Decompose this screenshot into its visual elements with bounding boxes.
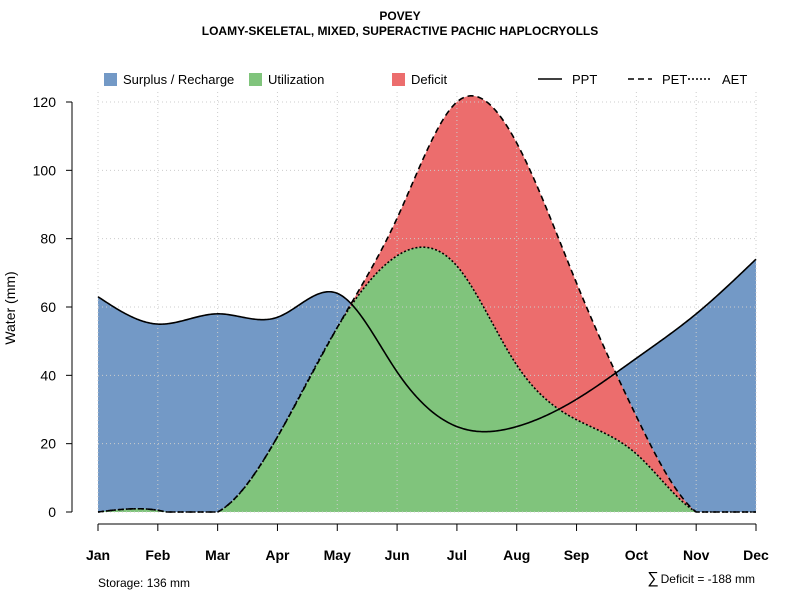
surplus-area [98,95,756,512]
x-tick-label: Feb [145,547,170,563]
legend-label: PPT [572,72,597,87]
deficit-area [98,95,756,512]
x-tick-label: Jul [447,547,467,563]
deficit-annotation-text: Deficit = -188 mm [660,572,755,586]
x-tick-label: Mar [205,547,230,563]
y-tick-label: 80 [40,231,56,247]
legend-swatch [249,73,262,86]
legend-label: Deficit [411,72,448,87]
legend: Surplus / Recharge Utilization Deficit PPT P… [104,72,747,87]
x-tick-label: Oct [625,547,649,563]
x-tick-label: Dec [743,547,769,563]
chart-subtitle: LOAMY-SKELETAL, MIXED, SUPERACTIVE PACHI… [201,24,599,38]
x-tick-label: Nov [683,547,710,563]
legend-label: Surplus / Recharge [123,72,234,87]
line-layer [97,95,757,513]
x-tick-label: Apr [265,547,290,563]
legend-swatch [104,73,117,86]
utilization-area [98,247,756,512]
y-tick-label: 60 [40,299,56,315]
area-layer [98,95,756,512]
legend-swatch [392,73,405,86]
x-tick-label: May [324,547,351,563]
y-tick-label: 120 [33,94,57,110]
series-line-aet [97,246,756,513]
legend-label: Utilization [268,72,324,87]
x-tick-label: Jan [86,547,110,563]
axes-layer: 0 20 40 60 80 100 120 Jan Feb Mar Apr May Jun Jul Aug S… [2,94,769,563]
chart-title: POVEY [379,9,421,23]
x-tick-label: Sep [564,547,590,563]
x-tick-label: Jun [385,547,410,563]
sum-icon: ∑ [647,570,659,587]
deficit-annotation: ∑ Deficit = -188 mm [647,570,755,588]
grid-layer [97,92,757,513]
y-tick-label: 20 [40,436,56,452]
legend-label: PET [662,72,687,87]
series-line-ppt [97,258,757,433]
storage-annotation: Storage: 136 mm [98,576,191,590]
legend-label: AET [722,72,747,87]
x-tick-label: Aug [503,547,530,563]
y-tick-label: 100 [33,162,57,178]
y-tick-label: 40 [40,367,56,383]
y-axis-label: Water (mm) [2,271,18,344]
y-tick-label: 0 [48,504,56,520]
series-line-pet [97,95,756,513]
